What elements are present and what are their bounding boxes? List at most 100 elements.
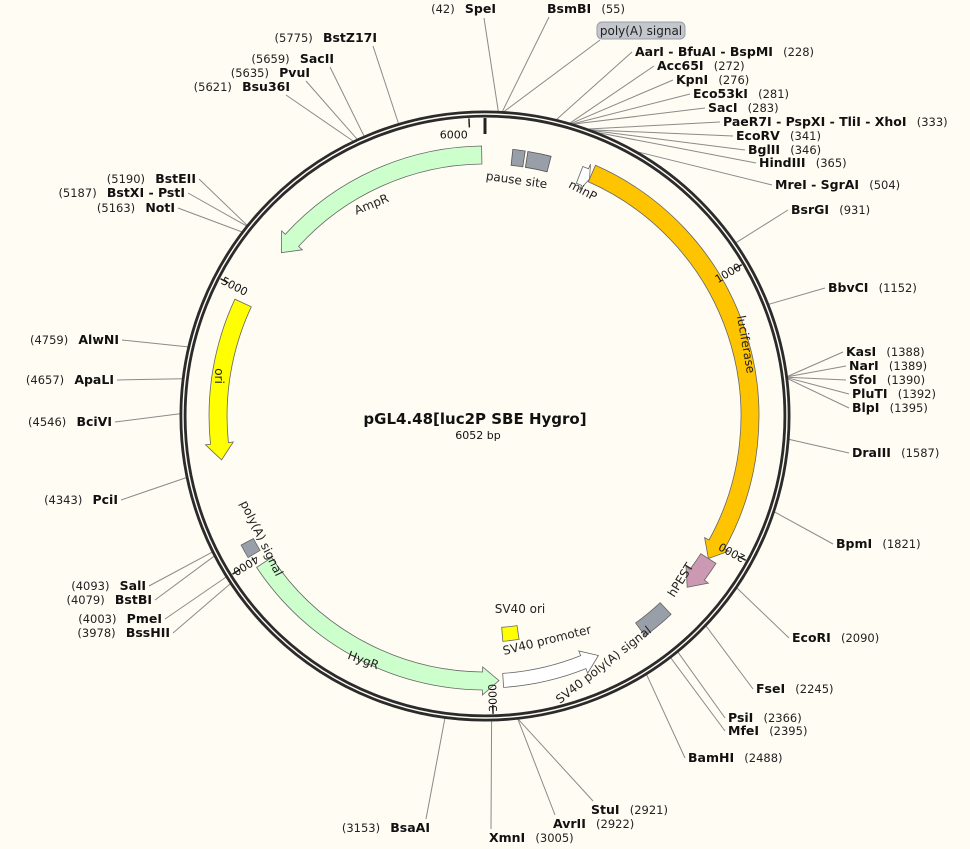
site-leader-line: [787, 376, 847, 381]
site-position: (2245): [795, 682, 833, 696]
site-label-hindiii[interactable]: HindIII (365): [759, 152, 847, 171]
site-position: (1587): [901, 446, 939, 460]
site-label-pcii[interactable]: (4343) PciI: [44, 489, 118, 508]
feature-sv40-ori: [501, 625, 520, 642]
site-name: ApaLI: [74, 372, 114, 387]
map-length: 6052 bp: [455, 429, 500, 442]
site-name: KasI: [846, 344, 876, 359]
site-label-mrei-sgrai[interactable]: MreI - SgrAI (504): [775, 174, 900, 193]
site-label-noti[interactable]: (5163) NotI: [97, 197, 175, 216]
site-name: PmeI: [127, 611, 162, 626]
site-leader-line: [787, 351, 844, 377]
site-label-text: Eco53kI (281): [693, 83, 789, 102]
feature-ampr: [280, 145, 483, 254]
site-label-draiii[interactable]: DraIII (1587): [852, 442, 939, 461]
site-position: (4343): [44, 493, 82, 507]
site-label-mfei[interactable]: MfeI (2395): [728, 720, 807, 739]
site-position: (1388): [886, 345, 924, 359]
site-label-psii[interactable]: PsiI (2366): [728, 707, 802, 726]
site-leader-line: [148, 551, 213, 587]
site-label-ecori[interactable]: EcoRI (2090): [792, 627, 879, 646]
site-position: (4657): [26, 373, 64, 387]
site-position: (272): [714, 59, 745, 73]
site-label-stui[interactable]: StuI (2921): [591, 799, 668, 818]
site-label-text: BamHI (2488): [688, 747, 783, 766]
site-leader-line: [646, 674, 686, 759]
site-label-bpmi[interactable]: BpmI (1821): [836, 533, 921, 552]
site-label-text: (5659) SacII: [251, 48, 334, 67]
tick-label-4000: 4000: [230, 552, 261, 578]
site-name: EcoRI: [792, 630, 831, 645]
site-name: AarI - BfuAI - BspMI: [635, 44, 773, 59]
site-leader-line: [501, 16, 550, 112]
site-label-kasi[interactable]: KasI (1388): [846, 341, 925, 360]
site-label-eco53ki[interactable]: Eco53kI (281): [693, 83, 789, 102]
site-label-avrii[interactable]: AvrII (2922): [553, 813, 634, 832]
site-label-blpi[interactable]: BlpI (1395): [852, 397, 928, 416]
site-name: HindIII: [759, 155, 806, 170]
site-label-pmei[interactable]: (4003) PmeI: [78, 608, 162, 627]
pause-site-box: [510, 148, 526, 168]
site-position: (2395): [769, 724, 807, 738]
site-label-xmni[interactable]: XmnI (3005): [489, 827, 574, 846]
tick-label-1000: 1000: [713, 261, 744, 286]
site-name: XmnI: [489, 830, 525, 845]
site-leader-line: [425, 718, 446, 820]
site-position: (2921): [630, 803, 668, 817]
site-label-bstbi[interactable]: (4079) BstBI: [66, 589, 152, 608]
site-label-sfoi[interactable]: SfoI (1390): [849, 369, 925, 388]
site-name: AlwNI: [78, 332, 119, 347]
site-leader-line: [588, 121, 721, 130]
site-label-bcivi[interactable]: (4546) BciVI: [28, 411, 112, 430]
site-label-fsei[interactable]: FseI (2245): [756, 678, 834, 697]
site-position: (5775): [275, 31, 313, 45]
site-label-spei[interactable]: (42) SpeI: [431, 0, 496, 17]
site-label-saci[interactable]: SacI (283): [708, 97, 779, 116]
site-label-bbvci[interactable]: BbvCI (1152): [828, 277, 917, 296]
site-leader-line: [768, 287, 826, 305]
site-label-bsmbi[interactable]: BsmBI (55): [547, 0, 625, 17]
site-label-bsrgi[interactable]: BsrGI (931): [791, 199, 870, 218]
site-label-paer7i-pspxi-tlii-xhoi[interactable]: PaeR7I - PspXI - TliI - XhoI (333): [723, 111, 948, 130]
site-label-text: BlpI (1395): [852, 397, 928, 416]
site-label-sali[interactable]: (4093) SalI: [71, 575, 146, 594]
site-label-acc65i[interactable]: Acc65I (272): [657, 55, 745, 74]
site-position: (333): [917, 115, 948, 129]
site-leader-line: [329, 66, 365, 137]
site-label-kpni[interactable]: KpnI (276): [676, 69, 749, 88]
site-label-pvui[interactable]: (5635) PvuI: [231, 62, 310, 81]
site-name: PvuI: [279, 65, 310, 80]
site-label-ecorv[interactable]: EcoRV (341): [736, 125, 821, 144]
feature-label-pause-site: pause site: [485, 169, 548, 191]
site-label-pluti[interactable]: PluTI (1392): [852, 383, 936, 402]
feature-luciferase: [587, 164, 760, 560]
tick-label-5000: 5000: [219, 274, 250, 298]
site-label-bamhi[interactable]: BamHI (2488): [688, 747, 783, 766]
site-label-nari[interactable]: NarI (1389): [849, 355, 927, 374]
site-label-bsu36i[interactable]: (5621) Bsu36I: [194, 76, 290, 95]
feature-poly-a-signal: [240, 538, 261, 559]
site-label-aari-bfuai-bspmi[interactable]: AarI - BfuAI - BspMI (228): [635, 41, 814, 60]
site-position: (5187): [58, 186, 96, 200]
site-label-text: FseI (2245): [756, 678, 834, 697]
feature-hygr: [256, 556, 500, 696]
site-label-apali[interactable]: (4657) ApaLI: [26, 369, 114, 388]
site-label-bsaai[interactable]: (3153) BsaAI: [342, 817, 430, 836]
site-position: (276): [718, 73, 749, 87]
site-label-alwni[interactable]: (4759) AlwNI: [30, 329, 119, 348]
site-label-sacii[interactable]: (5659) SacII: [251, 48, 334, 67]
site-name: BsrGI: [791, 202, 829, 217]
site-position: (5635): [231, 66, 269, 80]
site-label-bsshii[interactable]: (3978) BssHII: [77, 622, 170, 641]
site-leader-line: [572, 93, 691, 125]
site-leader-line: [571, 79, 674, 124]
site-label-bstz17i[interactable]: (5775) BstZ17I: [275, 27, 377, 46]
site-label-bglii[interactable]: BglII (346): [748, 139, 821, 158]
site-position: (2922): [596, 817, 634, 831]
site-name: SacII: [300, 51, 334, 66]
site-label-bsteii[interactable]: (5190) BstEII: [107, 168, 196, 187]
site-name: BstZ17I: [323, 30, 377, 45]
site-label-bstxi-psti[interactable]: (5187) BstXI - PstI: [58, 182, 185, 201]
site-position: (1392): [898, 387, 936, 401]
